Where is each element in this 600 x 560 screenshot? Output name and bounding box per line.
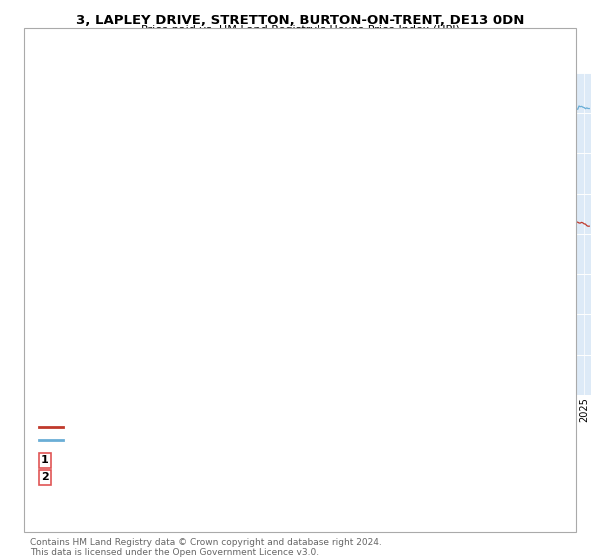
Text: £167,500: £167,500 (198, 472, 251, 482)
Text: 28-JUN-2019: 28-JUN-2019 (69, 472, 140, 482)
Text: 25% ↓ HPI: 25% ↓ HPI (336, 455, 395, 465)
Text: 25-OCT-2002: 25-OCT-2002 (69, 455, 142, 465)
Text: HPI: Average price, detached house, East Staffordshire: HPI: Average price, detached house, East… (66, 435, 352, 445)
Text: £105,000: £105,000 (198, 455, 251, 465)
Text: 1: 1 (41, 455, 49, 465)
Text: 1: 1 (204, 76, 212, 86)
Text: 2: 2 (41, 472, 49, 482)
Text: 3, LAPLEY DRIVE, STRETTON, BURTON-ON-TRENT, DE13 0DN (detached house): 3, LAPLEY DRIVE, STRETTON, BURTON-ON-TRE… (66, 422, 475, 432)
Text: Contains HM Land Registry data © Crown copyright and database right 2024.
This d: Contains HM Land Registry data © Crown c… (30, 538, 382, 557)
Text: Price paid vs. HM Land Registry's House Price Index (HPI): Price paid vs. HM Land Registry's House … (140, 25, 460, 35)
Text: 3, LAPLEY DRIVE, STRETTON, BURTON-ON-TRENT, DE13 0DN: 3, LAPLEY DRIVE, STRETTON, BURTON-ON-TRE… (76, 14, 524, 27)
Text: 2: 2 (487, 76, 494, 86)
Text: 38% ↓ HPI: 38% ↓ HPI (336, 472, 395, 482)
